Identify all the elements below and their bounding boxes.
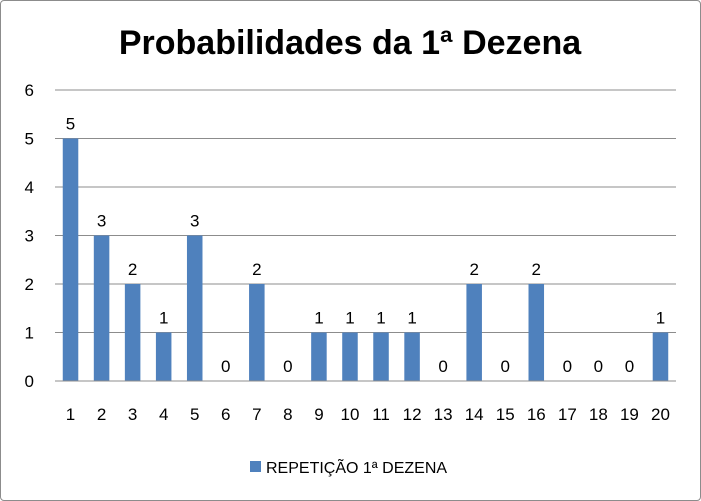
bar (93, 235, 110, 381)
bar (311, 332, 327, 381)
y-tick-label: 0 (25, 372, 34, 391)
data-label: 1 (656, 309, 665, 328)
data-label: 2 (252, 260, 261, 279)
x-tick-label: 12 (403, 405, 422, 424)
x-tick-label: 6 (221, 405, 230, 424)
bar (342, 332, 358, 381)
data-label: 1 (314, 309, 323, 328)
gridlines (55, 89, 676, 333)
x-tick-label: 9 (314, 405, 323, 424)
data-label: 2 (469, 260, 478, 279)
data-label: 0 (500, 357, 509, 376)
data-label: 2 (128, 260, 137, 279)
x-tick-label: 15 (496, 405, 515, 424)
bar (404, 332, 420, 381)
y-tick-label: 2 (25, 275, 34, 294)
x-tick-label: 10 (341, 405, 360, 424)
x-tick-label: 13 (434, 405, 453, 424)
x-tick-label: 8 (283, 405, 292, 424)
y-tick-label: 4 (25, 178, 34, 197)
data-label: 0 (594, 357, 603, 376)
legend-label: REPETIÇÃO 1ª DEZENA (266, 457, 447, 477)
x-axis-ticks: 1 2 3 4 5 6 7 8 9 10 11 12 13 14 15 16 17 18 19 20 (66, 405, 670, 424)
bars (62, 138, 669, 381)
bar (62, 138, 79, 381)
legend: REPETIÇÃO 1ª DEZENA (250, 457, 447, 477)
x-tick-label: 11 (372, 405, 390, 424)
x-tick-label: 16 (527, 405, 546, 424)
data-labels: 5 3 2 1 3 0 2 0 1 1 1 1 0 2 0 2 0 0 0 1 (66, 115, 665, 377)
bar (466, 284, 482, 381)
data-label: 5 (66, 115, 75, 134)
bar (124, 284, 141, 381)
data-label: 3 (97, 212, 106, 231)
bar (155, 332, 172, 381)
x-tick-label: 20 (651, 405, 670, 424)
legend-swatch (250, 461, 261, 472)
data-label: 1 (407, 309, 416, 328)
y-tick-label: 6 (25, 81, 34, 100)
bar (186, 235, 203, 381)
x-tick-label: 14 (465, 405, 484, 424)
data-label: 0 (221, 357, 230, 376)
data-label: 0 (563, 357, 572, 376)
bar (249, 284, 265, 381)
data-label: 0 (283, 357, 292, 376)
data-label: 1 (376, 309, 385, 328)
x-tick-label: 7 (252, 405, 261, 424)
data-label: 1 (345, 309, 354, 328)
data-label: 3 (190, 212, 199, 231)
x-tick-label: 19 (620, 405, 639, 424)
data-label: 0 (625, 357, 634, 376)
y-tick-label: 3 (25, 227, 34, 246)
y-tick-label: 1 (25, 324, 34, 343)
x-tick-label: 17 (558, 405, 577, 424)
data-label: 0 (438, 357, 447, 376)
x-tick-label: 5 (190, 405, 199, 424)
data-label: 1 (159, 309, 168, 328)
x-tick-label: 2 (97, 405, 106, 424)
bar (373, 332, 389, 381)
data-label: 2 (532, 260, 541, 279)
x-tick-label: 3 (128, 405, 137, 424)
y-axis-ticks: 0 1 2 3 4 5 6 (25, 81, 34, 391)
y-tick-label: 5 (25, 130, 34, 149)
x-tick-label: 1 (66, 405, 75, 424)
bar (652, 332, 669, 381)
x-tick-label: 18 (589, 405, 608, 424)
bar (528, 284, 545, 381)
x-tick-label: 4 (159, 405, 168, 424)
chart-title: Probabilidades da 1ª Dezena (119, 24, 582, 62)
